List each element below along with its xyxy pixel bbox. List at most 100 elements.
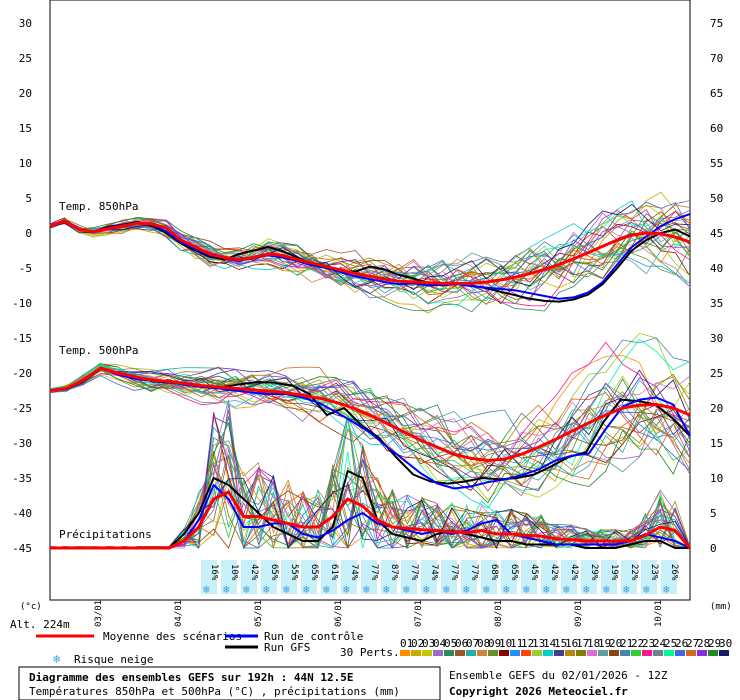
pert-legend-swatch xyxy=(499,650,509,656)
snow-risk-value: 42% xyxy=(569,564,579,581)
mean-precip-line xyxy=(50,490,692,550)
snow-risk-cell xyxy=(641,560,657,594)
snow-icon: ❄ xyxy=(303,583,310,596)
left-tick-label: 10 xyxy=(19,157,32,170)
pert-legend-label: 03 xyxy=(422,637,435,650)
snow-icon: ❄ xyxy=(263,583,270,596)
right-tick-label: 35 xyxy=(710,297,723,310)
pert-legend-swatch xyxy=(444,650,454,656)
left-tick-label: -45 xyxy=(12,542,32,555)
snow-risk-cell xyxy=(421,560,437,594)
snow-risk-cell xyxy=(501,560,517,594)
snow-icon: ❄ xyxy=(363,583,370,596)
x-tick-label: 08/01 xyxy=(494,600,504,627)
pert-legend-label: 18 xyxy=(587,637,600,650)
perturbation-line xyxy=(49,369,691,504)
x-tick-label: 07/01 xyxy=(414,600,424,627)
pert-legend-swatch xyxy=(510,650,520,656)
pert-legend-label: 13 xyxy=(532,637,545,650)
snow-icon: ❄ xyxy=(323,583,330,596)
pert-legend-swatch xyxy=(686,650,696,656)
snow-risk-value: 68% xyxy=(489,564,499,581)
title-box xyxy=(18,666,441,700)
pert-legend-label: 29 xyxy=(708,637,721,650)
x-tick-label: 03/01 xyxy=(94,600,104,627)
pert-legend-label: 02 xyxy=(411,637,424,650)
snow-risk-value: 77% xyxy=(449,564,459,581)
snow-risk-value: 65% xyxy=(269,564,279,581)
mean-t850-line xyxy=(49,219,691,285)
right-tick-label: 25 xyxy=(710,367,723,380)
pert-legend-swatch xyxy=(411,650,421,656)
pert-legend-swatch xyxy=(664,650,674,656)
snow-icon: ❄ xyxy=(583,583,590,596)
x-tick-label: 05/01 xyxy=(254,600,264,627)
x-tick-label: 06/01 xyxy=(334,600,344,627)
snow-risk-cell xyxy=(261,560,277,594)
gfs-t850-line xyxy=(49,220,691,303)
pert-legend-swatch xyxy=(521,650,531,656)
left-tick-label: -15 xyxy=(12,332,32,345)
snow-icon: ❄ xyxy=(223,583,230,596)
snow-risk-cell xyxy=(621,560,637,594)
t500-label: Temp. 500hPa xyxy=(59,344,138,357)
perturbation-line xyxy=(49,367,691,481)
snow-risk-value: 19% xyxy=(609,564,619,581)
left-tick-label: 15 xyxy=(19,122,32,135)
pert-legend-swatch xyxy=(543,650,553,656)
perturbation-line xyxy=(49,337,691,454)
pert-legend-label: 15 xyxy=(554,637,567,650)
snow-risk-value: 26% xyxy=(669,564,679,581)
snow-risk-value: 23% xyxy=(649,564,659,581)
snow-icon: ❄ xyxy=(343,583,350,596)
snow-risk-value: 42% xyxy=(549,564,559,581)
right-tick-label: 70 xyxy=(710,52,723,65)
snow-risk-cell xyxy=(281,560,297,594)
t850-label: Temp. 850hPa xyxy=(59,200,138,213)
snow-risk-value: 10% xyxy=(229,564,239,581)
axes xyxy=(49,0,691,601)
run-info: Ensemble GEFS du 02/01/2026 - 12Z xyxy=(449,669,668,682)
snow-risk-value: 77% xyxy=(369,564,379,581)
pert-legend-swatch xyxy=(708,650,718,656)
snow-risk-value: 65% xyxy=(309,564,319,581)
snow-icon: ❄ xyxy=(663,583,670,596)
snow-icon: ❄ xyxy=(503,583,510,596)
left-tick-label: -5 xyxy=(19,262,32,275)
pert-legend-label: 07 xyxy=(466,637,479,650)
snow-icon: ❄ xyxy=(423,583,430,596)
pert-legend-swatch xyxy=(620,650,630,656)
pert-legend-swatch xyxy=(642,650,652,656)
perturbation-lines xyxy=(49,191,691,550)
snow-icon: ❄ xyxy=(203,583,210,596)
snow-risk-cell xyxy=(241,560,257,594)
right-tick-label: 0 xyxy=(710,542,717,555)
pert-legend-label: 05 xyxy=(444,637,457,650)
perturbation-line xyxy=(49,369,691,492)
precip-label: Précipitations xyxy=(59,528,152,541)
pert-legend-swatch xyxy=(653,650,663,656)
pert-legend-swatch xyxy=(532,650,542,656)
perturbation-line xyxy=(49,367,691,478)
right-tick-label: 45 xyxy=(710,227,723,240)
snow-icon: ❄ xyxy=(243,583,250,596)
right-tick-label: 30 xyxy=(710,332,723,345)
pert-legend-label: 14 xyxy=(543,637,557,650)
pert-legend-label: 06 xyxy=(455,637,468,650)
snow-risk-value: 16% xyxy=(209,564,219,581)
perturbation-line xyxy=(49,216,691,305)
pert-legend-label: 12 xyxy=(521,637,534,650)
snow-risk-value: 22% xyxy=(629,564,639,581)
left-tick-label: -35 xyxy=(12,472,32,485)
right-tick-label: 20 xyxy=(710,402,723,415)
legend-gfs: Run GFS xyxy=(264,641,310,654)
left-tick-label: -30 xyxy=(12,437,32,450)
pert-legend-swatch xyxy=(576,650,586,656)
snow-risk-cell xyxy=(301,560,317,594)
pert-legend-label: 20 xyxy=(609,637,622,650)
snow-risk-value: 42% xyxy=(249,564,259,581)
snow-icon: ❄ xyxy=(483,583,490,596)
pert-legend-label: 08 xyxy=(477,637,490,650)
chart-subtitle: Températures 850hPa et 500hPa (°C) , pré… xyxy=(29,685,400,698)
